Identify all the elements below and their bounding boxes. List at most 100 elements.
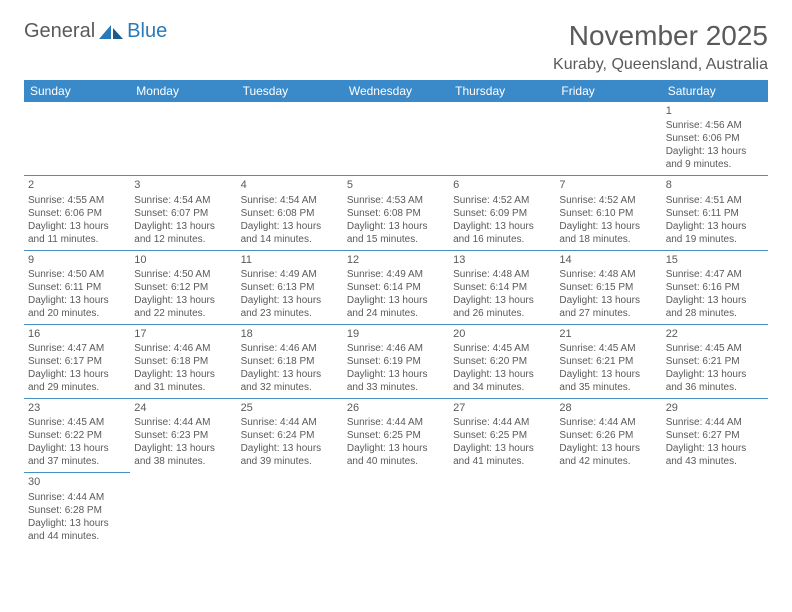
day-info: Sunrise: 4:46 AMSunset: 6:18 PMDaylight:… (241, 342, 339, 394)
logo-text-general: General (24, 20, 95, 43)
day-number: 11 (241, 253, 339, 267)
sunrise-text: Sunrise: 4:53 AM (347, 194, 445, 207)
daylight-text: Daylight: 13 hours and 43 minutes. (666, 442, 764, 468)
sunrise-text: Sunrise: 4:48 AM (559, 268, 657, 281)
sunrise-text: Sunrise: 4:52 AM (453, 194, 551, 207)
calendar-row: 23Sunrise: 4:45 AMSunset: 6:22 PMDayligh… (24, 399, 768, 473)
calendar-cell (343, 473, 449, 547)
calendar-cell (130, 102, 236, 176)
sunrise-text: Sunrise: 4:44 AM (666, 416, 764, 429)
calendar-cell: 18Sunrise: 4:46 AMSunset: 6:18 PMDayligh… (237, 324, 343, 398)
day-number: 8 (666, 178, 764, 192)
calendar-cell: 27Sunrise: 4:44 AMSunset: 6:25 PMDayligh… (449, 399, 555, 473)
sunset-text: Sunset: 6:20 PM (453, 355, 551, 368)
sunrise-text: Sunrise: 4:54 AM (241, 194, 339, 207)
calendar-cell: 24Sunrise: 4:44 AMSunset: 6:23 PMDayligh… (130, 399, 236, 473)
calendar-cell: 12Sunrise: 4:49 AMSunset: 6:14 PMDayligh… (343, 250, 449, 324)
daylight-text: Daylight: 13 hours and 40 minutes. (347, 442, 445, 468)
day-info: Sunrise: 4:48 AMSunset: 6:15 PMDaylight:… (559, 268, 657, 320)
day-info: Sunrise: 4:48 AMSunset: 6:14 PMDaylight:… (453, 268, 551, 320)
day-number: 15 (666, 253, 764, 267)
day-number: 23 (28, 401, 126, 415)
sunset-text: Sunset: 6:26 PM (559, 429, 657, 442)
sunset-text: Sunset: 6:27 PM (666, 429, 764, 442)
sunset-text: Sunset: 6:14 PM (453, 281, 551, 294)
sunrise-text: Sunrise: 4:44 AM (241, 416, 339, 429)
sunset-text: Sunset: 6:16 PM (666, 281, 764, 294)
sunset-text: Sunset: 6:18 PM (134, 355, 232, 368)
calendar-cell: 10Sunrise: 4:50 AMSunset: 6:12 PMDayligh… (130, 250, 236, 324)
sunrise-text: Sunrise: 4:54 AM (134, 194, 232, 207)
calendar-cell: 6Sunrise: 4:52 AMSunset: 6:09 PMDaylight… (449, 176, 555, 250)
sunset-text: Sunset: 6:08 PM (241, 207, 339, 220)
daylight-text: Daylight: 13 hours and 35 minutes. (559, 368, 657, 394)
calendar-cell: 14Sunrise: 4:48 AMSunset: 6:15 PMDayligh… (555, 250, 661, 324)
weekday-header: Friday (555, 80, 661, 102)
calendar-cell: 22Sunrise: 4:45 AMSunset: 6:21 PMDayligh… (662, 324, 768, 398)
day-number: 12 (347, 253, 445, 267)
daylight-text: Daylight: 13 hours and 12 minutes. (134, 220, 232, 246)
sunset-text: Sunset: 6:25 PM (347, 429, 445, 442)
sunrise-text: Sunrise: 4:56 AM (666, 119, 764, 132)
sunset-text: Sunset: 6:11 PM (28, 281, 126, 294)
day-info: Sunrise: 4:55 AMSunset: 6:06 PMDaylight:… (28, 194, 126, 246)
sunset-text: Sunset: 6:07 PM (134, 207, 232, 220)
sunrise-text: Sunrise: 4:46 AM (241, 342, 339, 355)
daylight-text: Daylight: 13 hours and 27 minutes. (559, 294, 657, 320)
calendar-cell: 4Sunrise: 4:54 AMSunset: 6:08 PMDaylight… (237, 176, 343, 250)
day-info: Sunrise: 4:52 AMSunset: 6:10 PMDaylight:… (559, 194, 657, 246)
logo: General Blue (24, 20, 167, 43)
sunrise-text: Sunrise: 4:44 AM (134, 416, 232, 429)
day-number: 14 (559, 253, 657, 267)
calendar-cell: 29Sunrise: 4:44 AMSunset: 6:27 PMDayligh… (662, 399, 768, 473)
daylight-text: Daylight: 13 hours and 9 minutes. (666, 145, 764, 171)
calendar-row: 9 Sunrise: 4:50 AM Sunset: 6:11 PM Daylight… (24, 250, 768, 324)
day-info: Sunrise: 4:45 AMSunset: 6:22 PMDaylight:… (28, 416, 126, 468)
sunrise-text: Sunrise: 4:49 AM (347, 268, 445, 281)
calendar-table: Sunday Monday Tuesday Wednesday Thursday… (24, 80, 768, 547)
calendar-cell: 1Sunrise: 4:56 AMSunset: 6:06 PMDaylight… (662, 102, 768, 176)
daylight-text: Daylight: 13 hours and 39 minutes. (241, 442, 339, 468)
day-number: 2 (28, 178, 126, 192)
sunset-text: Sunset: 6:24 PM (241, 429, 339, 442)
day-info: Sunrise: 4:54 AMSunset: 6:08 PMDaylight:… (241, 194, 339, 246)
sunset-text: Sunset: 6:06 PM (28, 207, 126, 220)
weekday-header: Saturday (662, 80, 768, 102)
day-number: 30 (28, 475, 126, 489)
sunset-text: Sunset: 6:06 PM (666, 132, 764, 145)
calendar-cell (343, 102, 449, 176)
calendar-row: 2Sunrise: 4:55 AMSunset: 6:06 PMDaylight… (24, 176, 768, 250)
calendar-cell (237, 102, 343, 176)
calendar-cell (237, 473, 343, 547)
sunset-text: Sunset: 6:14 PM (347, 281, 445, 294)
day-info: Sunrise: 4:44 AMSunset: 6:28 PMDaylight:… (28, 491, 126, 543)
daylight-text: Daylight: 13 hours and 44 minutes. (28, 517, 126, 543)
sunrise-text: Sunrise: 4:44 AM (28, 491, 126, 504)
sunset-text: Sunset: 6:08 PM (347, 207, 445, 220)
calendar-cell: 19Sunrise: 4:46 AMSunset: 6:19 PMDayligh… (343, 324, 449, 398)
calendar-cell: 17Sunrise: 4:46 AMSunset: 6:18 PMDayligh… (130, 324, 236, 398)
day-number: 10 (134, 253, 232, 267)
daylight-text: Daylight: 13 hours and 15 minutes. (347, 220, 445, 246)
sunrise-text: Sunrise: 4:52 AM (559, 194, 657, 207)
calendar-cell (555, 102, 661, 176)
sunrise-text: Sunrise: 4:46 AM (347, 342, 445, 355)
sunrise-text: Sunrise: 4:49 AM (241, 268, 339, 281)
day-info: Sunrise: 4:44 AMSunset: 6:23 PMDaylight:… (134, 416, 232, 468)
weekday-header: Tuesday (237, 80, 343, 102)
daylight-text: Daylight: 13 hours and 34 minutes. (453, 368, 551, 394)
title-block: November 2025 Kuraby, Queensland, Austra… (553, 20, 768, 74)
day-number: 1 (666, 104, 764, 118)
header: General Blue November 2025 Kuraby, Queen… (24, 20, 768, 74)
calendar-cell (449, 102, 555, 176)
sunrise-text: Sunrise: 4:55 AM (28, 194, 126, 207)
calendar-cell: 13Sunrise: 4:48 AMSunset: 6:14 PMDayligh… (449, 250, 555, 324)
weekday-header-row: Sunday Monday Tuesday Wednesday Thursday… (24, 80, 768, 102)
calendar-cell: 11Sunrise: 4:49 AMSunset: 6:13 PMDayligh… (237, 250, 343, 324)
day-number: 28 (559, 401, 657, 415)
day-number: 26 (347, 401, 445, 415)
sunrise-text: Sunrise: 4:50 AM (134, 268, 232, 281)
day-number: 9 (28, 253, 126, 267)
day-number: 18 (241, 327, 339, 341)
location: Kuraby, Queensland, Australia (553, 56, 768, 74)
